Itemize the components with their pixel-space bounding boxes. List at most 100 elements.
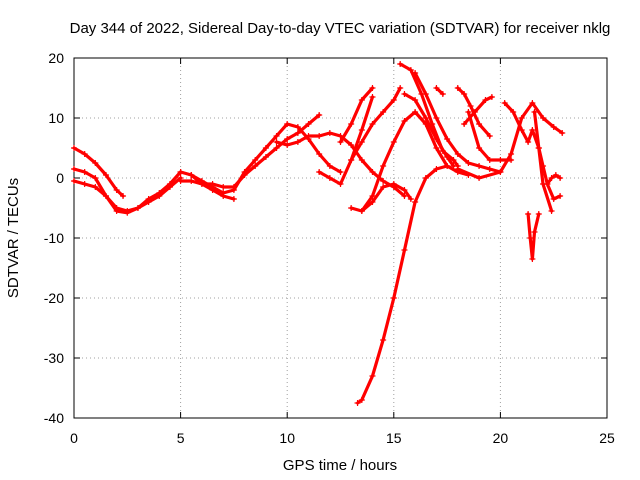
data-point bbox=[273, 139, 280, 145]
data-point bbox=[124, 209, 131, 216]
data-point bbox=[369, 193, 376, 199]
series-arc25 bbox=[545, 173, 562, 186]
data-point bbox=[540, 115, 547, 121]
x-tick-label: 15 bbox=[386, 430, 402, 446]
data-point bbox=[525, 211, 532, 217]
data-point bbox=[92, 175, 99, 181]
data-point bbox=[552, 172, 559, 178]
data-point bbox=[401, 193, 408, 199]
data-point bbox=[380, 178, 387, 184]
data-point bbox=[316, 169, 323, 175]
data-point bbox=[337, 181, 344, 187]
data-point bbox=[262, 154, 269, 160]
series-arc5 bbox=[179, 122, 343, 195]
data-point bbox=[525, 139, 532, 145]
data-point bbox=[518, 115, 525, 121]
data-point bbox=[252, 163, 259, 169]
data-point bbox=[369, 121, 376, 127]
data-point bbox=[433, 115, 440, 121]
data-point bbox=[380, 163, 387, 169]
data-point bbox=[230, 196, 237, 202]
data-point bbox=[476, 175, 483, 181]
data-point bbox=[471, 109, 478, 115]
data-point bbox=[559, 130, 566, 136]
data-point bbox=[230, 187, 237, 193]
data-point bbox=[433, 85, 440, 91]
data-point bbox=[401, 91, 408, 97]
data-point bbox=[134, 205, 141, 211]
series-arc15 bbox=[402, 92, 456, 168]
data-point bbox=[273, 145, 280, 151]
data-point bbox=[369, 169, 376, 175]
data-point bbox=[380, 109, 387, 115]
y-axis-label: SDTVAR / TECUs bbox=[5, 178, 22, 298]
data-point bbox=[527, 235, 534, 241]
data-point bbox=[252, 157, 259, 163]
x-tick-label: 10 bbox=[279, 430, 295, 446]
data-point bbox=[369, 85, 376, 91]
data-point bbox=[71, 178, 77, 184]
data-point bbox=[358, 127, 365, 133]
data-point bbox=[166, 184, 173, 190]
data-point bbox=[422, 175, 429, 181]
data-point bbox=[454, 151, 461, 157]
data-point bbox=[548, 208, 555, 214]
series-arc10 bbox=[349, 182, 413, 213]
data-point bbox=[544, 181, 551, 187]
data-point bbox=[412, 109, 419, 115]
data-point bbox=[482, 97, 489, 103]
series-arc22 bbox=[503, 101, 554, 213]
data-point bbox=[486, 133, 493, 139]
series-arc13 bbox=[356, 164, 449, 405]
data-point bbox=[531, 109, 538, 115]
data-point bbox=[92, 184, 99, 190]
data-point bbox=[407, 196, 414, 202]
data-point bbox=[305, 121, 312, 127]
data-point bbox=[454, 166, 461, 172]
data-point bbox=[450, 163, 457, 169]
data-point bbox=[348, 205, 355, 211]
data-point bbox=[531, 229, 538, 235]
data-point bbox=[454, 85, 461, 91]
data-point bbox=[508, 151, 515, 157]
chart-title: Day 344 of 2022, Sidereal Day-to-day VTE… bbox=[70, 20, 611, 37]
data-point bbox=[476, 121, 483, 127]
data-point bbox=[188, 178, 195, 184]
data-point bbox=[354, 400, 361, 406]
series-arc1 bbox=[72, 146, 125, 198]
data-point bbox=[305, 133, 312, 139]
data-point bbox=[540, 163, 547, 169]
data-point bbox=[550, 124, 557, 130]
data-point bbox=[120, 193, 127, 199]
data-point bbox=[273, 133, 280, 139]
data-point bbox=[422, 91, 429, 97]
data-point bbox=[401, 118, 408, 124]
data-point bbox=[433, 166, 440, 172]
data-point bbox=[518, 127, 525, 133]
data-point bbox=[188, 172, 195, 178]
series-arc14 bbox=[398, 62, 460, 168]
data-point bbox=[529, 100, 536, 106]
data-point bbox=[390, 295, 397, 301]
y-tick-label: -10 bbox=[44, 230, 64, 246]
data-point bbox=[113, 187, 120, 193]
series-arc8 bbox=[317, 95, 375, 186]
data-point bbox=[177, 178, 184, 184]
data-point bbox=[358, 208, 365, 214]
data-point bbox=[220, 193, 227, 199]
data-point bbox=[529, 127, 536, 133]
data-point bbox=[81, 181, 88, 187]
data-point bbox=[390, 181, 397, 187]
data-point bbox=[401, 247, 408, 253]
x-tick-label: 20 bbox=[493, 430, 509, 446]
series-arc11 bbox=[349, 86, 402, 162]
data-point bbox=[102, 193, 109, 199]
data-point bbox=[294, 130, 301, 136]
y-axis: -40 -30 -20 -10 0 10 20 bbox=[44, 50, 607, 426]
data-point bbox=[177, 169, 184, 175]
y-tick-label: -20 bbox=[44, 290, 64, 306]
data-point bbox=[369, 373, 376, 379]
data-point bbox=[241, 169, 248, 175]
data-point bbox=[497, 157, 504, 163]
